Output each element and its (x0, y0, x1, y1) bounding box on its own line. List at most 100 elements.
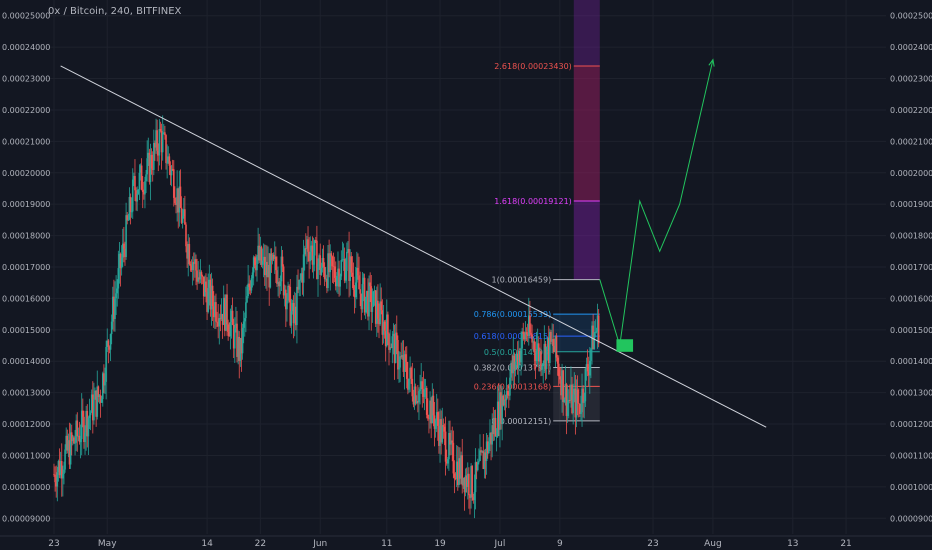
candle-body (502, 395, 505, 406)
candle-body (191, 262, 194, 271)
candle-body (535, 350, 538, 361)
candle-body (218, 318, 221, 327)
candle-body (495, 436, 498, 438)
candle-body (399, 356, 401, 368)
candle-body (352, 276, 355, 291)
x-tick-label: 14 (201, 539, 213, 549)
candle-body (543, 343, 546, 363)
candle-body (593, 332, 596, 349)
candle-body (205, 281, 207, 292)
candle-body (146, 158, 148, 175)
y-tick-label: 0.00024000 (2, 43, 50, 52)
candle-body (362, 277, 365, 285)
candle-body (466, 473, 469, 488)
candle-body (303, 248, 306, 255)
candle-body (110, 321, 113, 335)
candle-body (235, 323, 237, 329)
candle-body (429, 400, 431, 419)
candle-body (76, 420, 79, 436)
candle-body (556, 357, 559, 364)
y-tick-label: 0.00016000 (2, 294, 50, 303)
candle-body (492, 425, 495, 435)
candle-body (557, 363, 560, 377)
x-tick-label: 19 (434, 539, 446, 549)
candle-body (419, 389, 421, 392)
y-tick-label: 0.00022000 (2, 106, 50, 115)
candle-body (74, 442, 76, 444)
candle-body (118, 253, 121, 269)
y-tick-label: 0.00017000 (890, 263, 932, 272)
candle-body (380, 301, 383, 311)
projection-arrowhead (708, 58, 715, 67)
candle-body (224, 297, 226, 331)
candle-body (262, 256, 265, 261)
candle-body (381, 310, 384, 335)
y-tick-label: 0.00025000 (890, 12, 932, 21)
candle-body (398, 367, 400, 370)
drawing-tools[interactable] (44, 0, 886, 428)
candle-body (531, 334, 533, 343)
candle-body (116, 288, 119, 294)
candle-body (188, 244, 191, 265)
projection-box[interactable] (616, 339, 634, 352)
trendline[interactable] (60, 65, 767, 428)
candle-body (199, 272, 202, 280)
candle-body (292, 302, 295, 324)
candle-body (350, 256, 353, 273)
candle-body (285, 289, 287, 310)
candle-body (564, 384, 567, 400)
fib-level-label: 0.236(0.00013168) (474, 382, 552, 391)
candle-body (306, 239, 308, 249)
candle-body (180, 207, 183, 223)
candle-body (530, 332, 532, 335)
candle-body (332, 266, 335, 268)
candle-body (248, 283, 251, 288)
candle-body (560, 379, 562, 396)
candle-body (169, 165, 172, 176)
candle-body (382, 321, 385, 335)
candle-body (595, 331, 598, 333)
y-tick-label: 0.00018000 (890, 232, 932, 241)
candle-body (404, 354, 407, 362)
candle-body (549, 331, 551, 364)
candle-body (318, 255, 320, 264)
candle-body (472, 497, 475, 501)
candle-body (268, 265, 270, 288)
fib-level-label: 0(0.00012151) (492, 417, 552, 426)
y-tick-label: 0.00021000 (890, 137, 932, 146)
candle-body (143, 192, 145, 195)
candle-body (512, 355, 515, 374)
y-tick-label: 0.00009000 (2, 514, 50, 523)
x-tick-label: 23 (647, 539, 658, 549)
candle-body (297, 286, 299, 290)
candle-body (400, 356, 403, 358)
candle-body (282, 266, 285, 296)
candle-body (356, 267, 358, 283)
candle-body (256, 256, 258, 271)
candle-body (299, 279, 302, 281)
candle-body (151, 168, 154, 170)
candle-body (427, 414, 429, 419)
candle-body (552, 339, 554, 346)
candle-body (452, 442, 455, 474)
y-tick-label: 0.00011000 (2, 451, 50, 460)
candle-body (460, 455, 462, 479)
candle-body (117, 268, 120, 289)
projection-path[interactable] (599, 59, 714, 346)
candle-body (465, 475, 468, 488)
candle-body (77, 435, 80, 437)
fib-zone-top (573, 0, 600, 202)
candle-body (590, 349, 592, 361)
candle-body (57, 461, 60, 473)
candle-body (278, 281, 280, 287)
candle-body (279, 281, 282, 287)
y-tick-label: 0.00014000 (2, 357, 50, 366)
candle-body (234, 328, 236, 349)
candle-body (488, 442, 490, 454)
candle-body (227, 324, 229, 332)
candle-body (331, 256, 334, 267)
candle-body (364, 296, 367, 313)
candle-body (389, 347, 391, 350)
candle-body (413, 386, 416, 405)
